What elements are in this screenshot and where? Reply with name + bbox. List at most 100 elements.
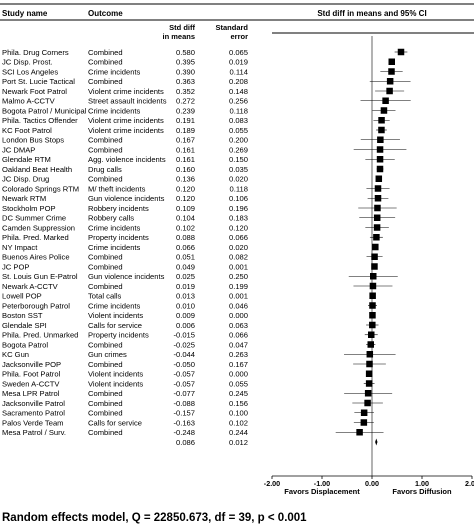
study-outcome: Violent crime incidents (88, 116, 164, 125)
x-tick-label: -1.00 (314, 479, 330, 488)
std-diff-value: 0.161 (176, 155, 195, 164)
study-outcome: Robbery calls (88, 214, 134, 223)
std-diff-value: 0.006 (176, 321, 195, 330)
study-outcome: Violent crime incidents (88, 87, 164, 96)
study-row: Phila. Drug Corners Combined 0.580 0.065 (2, 48, 248, 57)
std-error-value: 0.055 (229, 379, 248, 388)
study-name: Phila. Drug Corners (2, 48, 69, 57)
header-std-diff-line1: Std diff (169, 23, 195, 32)
std-diff-value: -0.015 (173, 331, 195, 340)
study-name: Glendale RTM (2, 155, 51, 164)
effect-square (369, 302, 376, 309)
plot-title: Std diff in means and 95% CI (317, 9, 426, 18)
study-row: Jacksonville Patrol Combined -0.088 0.156 (2, 399, 248, 408)
study-row: London Bus Stops Combined 0.167 0.200 (2, 136, 248, 145)
effect-square (374, 185, 382, 192)
forest-plot: Study name Outcome Std diff in means Sta… (0, 3, 474, 496)
study-row: Phila. Pred. Unmarked Property incidents -… (2, 331, 248, 340)
study-name: DC Summer Crime (2, 214, 66, 223)
effect-square (386, 87, 393, 95)
x-tick-label: -2.00 (264, 479, 280, 488)
study-name: Malmo A-CCTV (2, 97, 56, 106)
study-name: Glendale SPI (2, 321, 47, 330)
study-outcome: Crime incidents (88, 106, 141, 115)
study-outcome: Crime incidents (88, 67, 141, 76)
study-row: Peterborough Patrol Crime incidents 0.010 0… (2, 301, 248, 310)
effect-square (356, 429, 363, 436)
study-outcome: Property incidents (88, 233, 149, 242)
std-diff-value: 0.189 (176, 126, 195, 135)
study-outcome: Combined (88, 389, 123, 398)
effect-square (373, 224, 381, 231)
study-row: Sweden A-CCTV Violent incidents -0.057 0.05… (2, 379, 248, 388)
study-outcome: Agg. violence incidents (88, 155, 166, 164)
std-error-value: 0.019 (229, 58, 248, 67)
std-diff-value: 0.104 (176, 214, 195, 223)
std-error-value: 0.118 (230, 106, 248, 115)
study-outcome: Combined (88, 360, 123, 369)
effect-square (365, 380, 373, 387)
study-name: Port St. Lucie Tactical (2, 77, 75, 86)
effect-square (376, 156, 384, 163)
std-diff-value: 0.102 (176, 223, 195, 232)
effect-square (372, 243, 379, 251)
study-name: Buenos Aires Police (2, 253, 70, 262)
study-row: Boston SST Violent incidents 0.009 0.000 (2, 311, 248, 320)
study-outcome: Crime incidents (88, 301, 141, 310)
effect-square (366, 351, 374, 358)
study-outcome: Property incidents (88, 331, 149, 340)
study-name: Jacksonville Patrol (2, 399, 65, 408)
study-name: Boston SST (2, 311, 43, 320)
std-diff-value: 0.009 (176, 311, 195, 320)
std-error-value: 0.082 (229, 253, 248, 262)
study-outcome: Combined (88, 253, 123, 262)
std-error-value: 0.196 (229, 204, 248, 213)
std-diff-value: 0.352 (176, 87, 195, 96)
summary-std-diff: 0.086 (176, 438, 195, 447)
study-row: JC Disp. Prost. Combined 0.395 0.019 (2, 58, 248, 67)
std-error-value: 0.066 (229, 331, 248, 340)
std-diff-value: 0.013 (176, 292, 195, 301)
study-outcome: Violent incidents (88, 311, 143, 320)
effect-square (370, 273, 377, 280)
study-row: Phila. Tactics Offender Violent crime inc… (2, 116, 248, 125)
std-diff-value: -0.044 (173, 350, 195, 359)
study-outcome: Street assault incidents (88, 97, 167, 106)
study-row: Glendale RTM Agg. violence incidents 0.161… (2, 155, 248, 164)
summary-diamond (375, 438, 378, 446)
study-rows: Phila. Drug Corners Combined 0.580 0.065JC … (2, 48, 248, 447)
effect-square (369, 292, 376, 299)
study-name: London Bus Stops (2, 136, 64, 145)
std-error-value: 0.047 (229, 340, 248, 349)
std-diff-value: 0.161 (176, 145, 195, 154)
study-name: KC Gun (2, 350, 29, 359)
std-diff-value: -0.088 (173, 399, 195, 408)
std-diff-value: 0.010 (176, 301, 195, 310)
std-diff-value: 0.363 (176, 77, 195, 86)
study-row: Camden Suppression Crime incidents 0.102 0.… (2, 223, 248, 232)
study-outcome: Violent crime incidents (88, 126, 164, 135)
effect-square (371, 263, 378, 270)
std-error-value: 0.063 (229, 321, 248, 330)
std-error-value: 0.167 (229, 360, 248, 369)
study-name: Lowell POP (2, 292, 42, 301)
study-row: Buenos Aires Police Combined 0.051 0.082 (2, 253, 248, 262)
header-std-error-line2: error (230, 32, 248, 41)
study-row: Lowell POP Total calls 0.013 0.001 (2, 292, 248, 301)
effect-square (374, 195, 382, 202)
x-tick-label: 1.00 (415, 479, 429, 488)
study-name: Newark RTM (2, 194, 46, 203)
effect-square (374, 204, 381, 212)
study-row: Colorado Springs RTM M/ theft incidents 0.… (2, 184, 248, 193)
study-row: Mesa LPR Patrol Combined -0.077 0.245 (2, 389, 248, 398)
study-row: Glendale SPI Calls for service 0.006 0.063 (2, 321, 248, 330)
std-error-value: 0.001 (229, 262, 248, 271)
study-name: JC DMAP (2, 145, 35, 154)
std-diff-value: 0.239 (176, 106, 195, 115)
study-outcome: Robbery incidents (88, 204, 149, 213)
std-error-value: 0.208 (229, 77, 248, 86)
effect-square (367, 341, 374, 348)
study-outcome: Combined (88, 77, 123, 86)
study-name: NY Impact (2, 243, 38, 252)
study-row: Stockholm POP Robbery incidents 0.109 0.196 (2, 204, 248, 213)
